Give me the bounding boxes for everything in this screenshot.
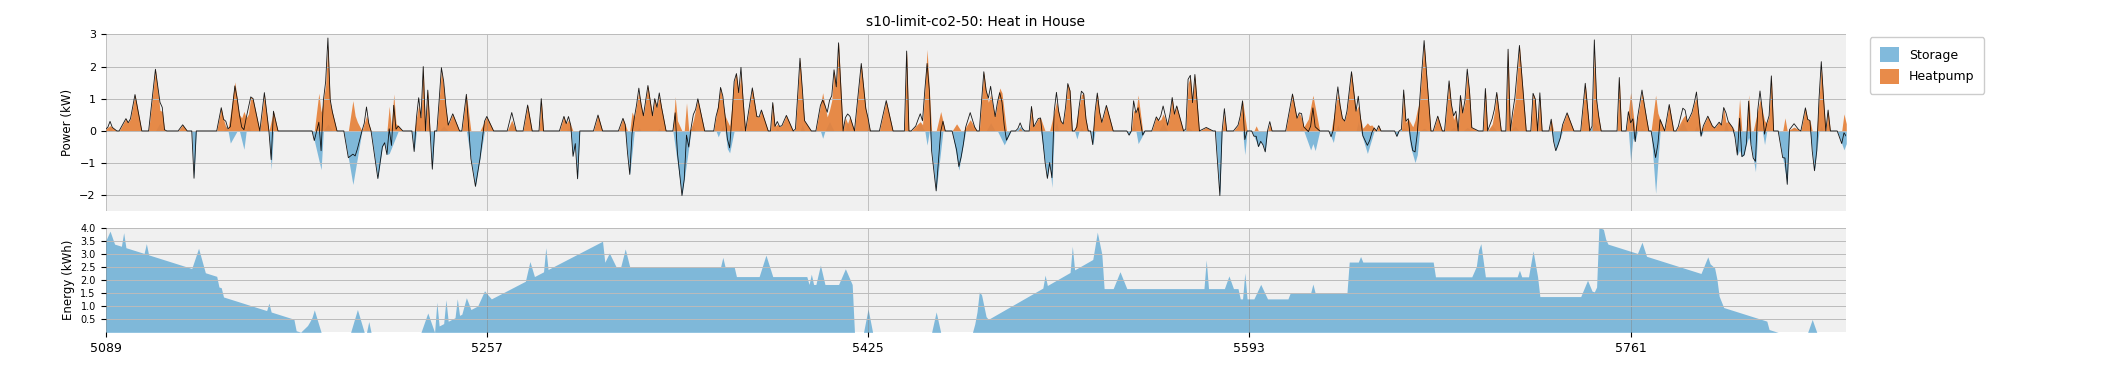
Y-axis label: Power (kW): Power (kW) — [61, 89, 74, 157]
Y-axis label: Energy (kWh): Energy (kWh) — [61, 240, 74, 320]
Title: s10-limit-co2-50: Heat in House: s10-limit-co2-50: Heat in House — [867, 15, 1085, 29]
Legend: Storage, Heatpump: Storage, Heatpump — [1869, 37, 1983, 94]
